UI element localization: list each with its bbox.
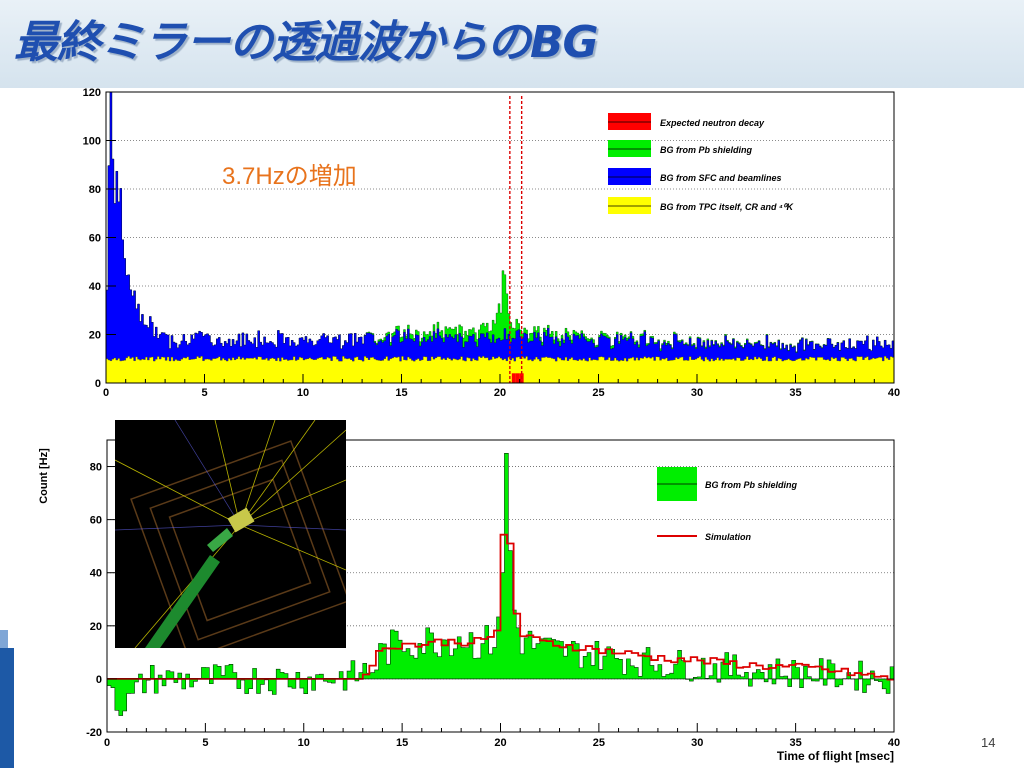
- chart-top: 0 5 10 15 20 25 30 35 40 0 20 40 60 80 100 120 Expected …: [83, 87, 900, 399]
- x-tick-label: 5: [202, 737, 208, 749]
- decay-bar: [511, 373, 516, 383]
- y-tick-label: 80: [89, 184, 101, 196]
- x-tick-label: 10: [297, 387, 309, 399]
- y-tick-label: 0: [95, 378, 101, 390]
- decorative-shape: [0, 648, 14, 768]
- slide-title: 最終ミラーの透過波からのBG: [14, 17, 599, 68]
- title-band: [0, 0, 1024, 88]
- legend-label: BG from Pb shielding: [660, 145, 753, 155]
- rate-increase-annotation: 3.7Hzの増加: [222, 163, 357, 190]
- legend-label: BG from SFC and beamlines: [660, 173, 782, 183]
- x-axis-label: Time of flight [msec]: [777, 749, 894, 763]
- legend-label: BG from Pb shielding: [705, 480, 798, 490]
- x-tick-label: 0: [103, 387, 109, 399]
- legend-label: Expected neutron decay: [660, 118, 765, 128]
- legend-label: BG from TPC itself, CR and ⁴⁰K: [660, 202, 794, 212]
- detector-event-image: [115, 420, 346, 648]
- y-tick-label: 20: [89, 330, 101, 342]
- legend-swatch: [608, 113, 651, 130]
- page-number: 14: [981, 735, 996, 750]
- y-tick-label: 40: [89, 281, 101, 293]
- y-tick-label: -20: [86, 727, 102, 739]
- x-tick-label: 5: [201, 387, 207, 399]
- x-tick-label: 15: [396, 737, 408, 749]
- y-tick-label: 120: [83, 87, 101, 99]
- y-axis-label: Count [Hz]: [38, 448, 50, 504]
- x-tick-label: 40: [888, 387, 900, 399]
- legend-swatch: [608, 168, 651, 185]
- y-tick-label: 0: [96, 674, 102, 686]
- x-tick-label: 10: [298, 737, 310, 749]
- x-tick-label: 30: [691, 737, 703, 749]
- x-tick-label: 25: [593, 737, 605, 749]
- x-tick-label: 15: [395, 387, 407, 399]
- decay-bar: [515, 373, 520, 383]
- x-tick-label: 40: [888, 737, 900, 749]
- legend-label: Simulation: [705, 532, 752, 542]
- y-tick-label: 100: [83, 136, 101, 148]
- y-tick-label: 40: [90, 568, 102, 580]
- x-tick-label: 20: [494, 387, 506, 399]
- x-tick-label: 35: [789, 387, 801, 399]
- x-tick-label: 35: [790, 737, 802, 749]
- x-tick-label: 25: [592, 387, 604, 399]
- x-tick-label: 30: [691, 387, 703, 399]
- legend-swatch: [608, 197, 651, 214]
- y-tick-label: 60: [90, 515, 102, 527]
- series-sfc-beamlines: [105, 91, 895, 384]
- x-tick-label: 0: [104, 737, 110, 749]
- y-tick-label: 80: [90, 462, 102, 474]
- legend-swatch: [608, 140, 651, 157]
- x-tick-label: 20: [494, 737, 506, 749]
- y-tick-label: 60: [89, 233, 101, 245]
- detector-event-display: [115, 420, 346, 648]
- decorative-shape: [0, 630, 8, 660]
- y-tick-label: 20: [90, 621, 102, 633]
